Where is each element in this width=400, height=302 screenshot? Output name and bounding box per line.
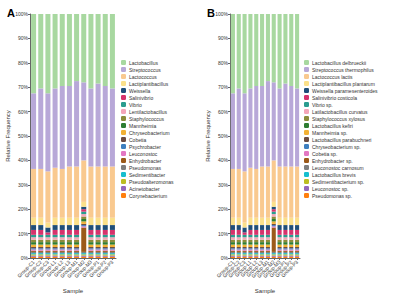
svg-text:100%: 100% — [215, 11, 228, 17]
svg-text:Sedimentibacterium sp.: Sedimentibacterium sp. — [312, 179, 364, 185]
svg-text:Sample: Sample — [63, 288, 84, 294]
svg-text:10%: 10% — [18, 231, 29, 237]
svg-text:Sample: Sample — [255, 288, 276, 294]
svg-text:20%: 20% — [218, 206, 229, 212]
svg-text:30%: 30% — [18, 182, 29, 188]
svg-text:Group-L2: Group-L2 — [45, 258, 65, 278]
svg-text:40%: 40% — [18, 157, 29, 163]
svg-text:Group-P2: Group-P2 — [87, 258, 108, 279]
svg-text:Lactobacillus delbrueckii: Lactobacillus delbrueckii — [312, 60, 366, 66]
svg-text:Latilactobacillus curvatus: Latilactobacillus curvatus — [312, 109, 368, 115]
svg-text:90%: 90% — [218, 35, 229, 41]
svg-text:Group-C1: Group-C1 — [215, 258, 235, 279]
svg-text:Group-P1: Group-P1 — [268, 258, 288, 279]
svg-text:0%: 0% — [221, 255, 229, 261]
svg-text:Psychrobacter: Psychrobacter — [129, 144, 161, 150]
svg-text:Pseudomonas: Pseudomonas — [129, 165, 161, 171]
svg-text:Streptococcus: Streptococcus — [129, 67, 161, 73]
svg-text:Corynebacterium: Corynebacterium — [129, 193, 167, 199]
svg-text:Group-M1: Group-M1 — [249, 258, 270, 279]
svg-text:Group-P2: Group-P2 — [273, 258, 294, 279]
svg-text:Salinivibrio costicola: Salinivibrio costicola — [312, 95, 357, 101]
svg-text:Leuconostoc sp.: Leuconostoc sp. — [312, 186, 348, 192]
svg-text:60%: 60% — [18, 109, 29, 115]
svg-text:Staphylococcus: Staphylococcus — [129, 116, 165, 122]
svg-text:Enhydrobacter: Enhydrobacter — [129, 158, 162, 164]
svg-text:Group-P3: Group-P3 — [280, 259, 300, 279]
svg-text:40%: 40% — [218, 157, 229, 163]
svg-text:Chryseobacterium sp.: Chryseobacterium sp. — [312, 144, 361, 150]
svg-text:Lactobacillus parabuchneri: Lactobacillus parabuchneri — [312, 137, 371, 143]
svg-text:Salinivibrio: Salinivibrio — [129, 95, 153, 101]
svg-text:70%: 70% — [18, 84, 29, 90]
svg-text:Group-C2: Group-C2 — [221, 258, 241, 279]
svg-text:Group-L1: Group-L1 — [38, 258, 58, 278]
svg-text:Group-M2: Group-M2 — [255, 258, 276, 279]
svg-text:Group-L2: Group-L2 — [239, 258, 259, 278]
svg-text:Cobetia: Cobetia — [129, 137, 146, 143]
svg-text:Group-P1: Group-P1 — [80, 258, 101, 279]
svg-text:Relative Frequency: Relative Frequency — [5, 110, 11, 162]
svg-text:A: A — [7, 7, 15, 19]
svg-text:Sedimentibacter: Sedimentibacter — [129, 172, 165, 178]
svg-text:Vibrio: Vibrio — [129, 102, 142, 108]
svg-text:80%: 80% — [18, 60, 29, 66]
svg-text:Group-L3: Group-L3 — [245, 258, 265, 278]
svg-text:Chryseobacterium: Chryseobacterium — [129, 130, 170, 136]
svg-text:Mannheimia sp.: Mannheimia sp. — [312, 130, 347, 136]
svg-text:Group-M3: Group-M3 — [261, 258, 282, 279]
svg-text:50%: 50% — [218, 133, 229, 139]
svg-text:Group-M3: Group-M3 — [72, 258, 93, 279]
svg-text:Relative Frequency: Relative Frequency — [205, 110, 211, 162]
svg-text:Group-C2: Group-C2 — [23, 258, 43, 279]
svg-text:Group-C3: Group-C3 — [227, 258, 247, 279]
svg-text:60%: 60% — [218, 109, 229, 115]
svg-text:Mannheimia: Mannheimia — [129, 123, 156, 129]
svg-text:Lactococcus lactis: Lactococcus lactis — [312, 74, 353, 80]
svg-text:Leuconostoc: Leuconostoc — [129, 151, 158, 157]
svg-text:Vibrio sp.: Vibrio sp. — [312, 102, 333, 108]
svg-text:Cobetia sp.: Cobetia sp. — [312, 151, 337, 157]
svg-text:Lactiplantibacillus plantarum: Lactiplantibacillus plantarum — [312, 81, 375, 87]
svg-text:0%: 0% — [21, 255, 29, 261]
svg-text:10%: 10% — [218, 231, 229, 237]
svg-text:Group-P3: Group-P3 — [95, 259, 115, 279]
svg-text:B: B — [207, 7, 215, 19]
svg-text:20%: 20% — [18, 206, 29, 212]
svg-text:Staphylococcus xylosus: Staphylococcus xylosus — [312, 116, 366, 122]
svg-text:Acinetobacter: Acinetobacter — [129, 186, 160, 192]
svg-text:Lactobacillus: Lactobacillus — [129, 60, 158, 66]
svg-text:80%: 80% — [218, 60, 229, 66]
svg-text:Weissella paramesenteroides: Weissella paramesenteroides — [312, 88, 378, 94]
svg-text:Pseudomonas sp.: Pseudomonas sp. — [312, 193, 352, 199]
svg-text:Lactobacillus brevis: Lactobacillus brevis — [312, 172, 356, 178]
svg-text:Streptococcus thermophilus: Streptococcus thermophilus — [312, 67, 374, 73]
svg-text:100%: 100% — [15, 11, 28, 17]
svg-text:Lactococcus: Lactococcus — [129, 74, 157, 80]
svg-text:70%: 70% — [218, 84, 229, 90]
svg-text:Lactiplantibacillus: Lactiplantibacillus — [129, 81, 169, 87]
svg-text:Group-L3: Group-L3 — [52, 258, 72, 278]
svg-text:30%: 30% — [218, 182, 229, 188]
svg-text:Group-M2: Group-M2 — [65, 258, 86, 279]
svg-text:Lactobacillus kefiri: Lactobacillus kefiri — [312, 123, 353, 129]
svg-text:Enhydrobacter sp.: Enhydrobacter sp. — [312, 158, 353, 164]
svg-text:Pseudoalteromonas: Pseudoalteromonas — [129, 179, 174, 185]
svg-text:50%: 50% — [18, 133, 29, 139]
svg-text:Weissella: Weissella — [129, 88, 151, 94]
svg-text:Group-M1: Group-M1 — [58, 258, 79, 279]
svg-text:Group-L1: Group-L1 — [233, 258, 253, 278]
svg-text:Lentilactobacillus: Lentilactobacillus — [129, 109, 168, 115]
svg-text:Group-C1: Group-C1 — [16, 258, 36, 279]
svg-text:Group-C3: Group-C3 — [30, 258, 50, 279]
svg-text:90%: 90% — [18, 35, 29, 41]
svg-text:Leuconostoc carnosum: Leuconostoc carnosum — [312, 165, 364, 171]
